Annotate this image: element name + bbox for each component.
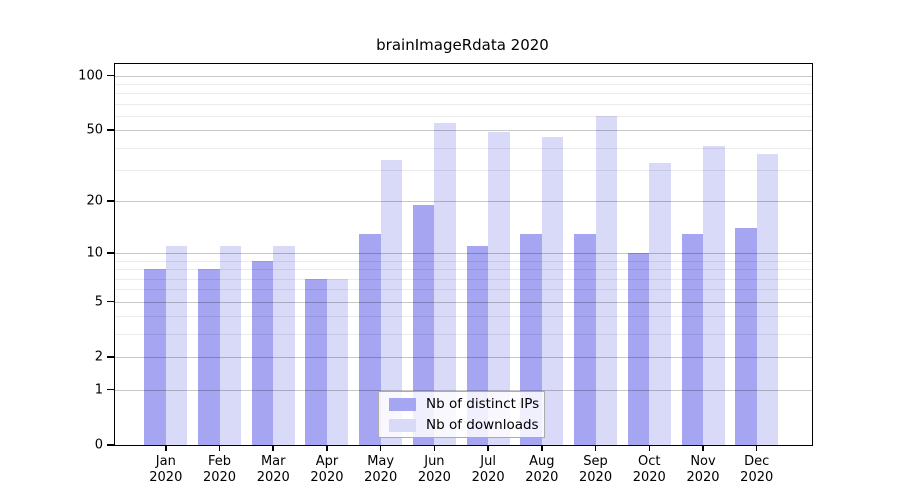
x-tick-label-dec: Dec 2020: [740, 454, 774, 485]
chart-title: brainImageRdata 2020: [376, 36, 549, 54]
bar-ips-feb: [198, 269, 220, 445]
x-tick-mark-mar: [272, 445, 274, 451]
gridline-minor-80: [115, 93, 812, 95]
legend-item-downloads: Nb of downloads: [389, 417, 539, 433]
x-tick-label-oct: Oct 2020: [632, 454, 666, 485]
y-tick-mark-2: [107, 356, 114, 358]
bar-downloads-apr: [326, 278, 349, 445]
bar-downloads-jun: [434, 122, 456, 445]
x-tick-label-feb: Feb 2020: [202, 454, 237, 485]
y-tick-mark-50: [107, 129, 114, 131]
y-tick-label-100: 100: [78, 68, 103, 83]
gridline-minor-70: [115, 103, 812, 105]
y-tick-label-20: 20: [86, 193, 103, 209]
x-tick-label-jul: Jul 2020: [471, 454, 505, 485]
x-tick-label-nov: Nov 2020: [686, 454, 720, 485]
legend-swatch-distinct-ips: [389, 397, 416, 411]
y-tick-mark-10: [107, 252, 114, 254]
bar-downloads-nov: [703, 145, 725, 445]
x-tick-mark-sep: [594, 445, 597, 451]
y-tick-mark-5: [107, 300, 114, 303]
x-tick-mark-feb: [218, 445, 221, 451]
bar-downloads-may: [380, 160, 403, 445]
x-tick-mark-jun: [433, 445, 436, 451]
legend-swatch-downloads: [389, 418, 416, 432]
x-tick-mark-nov: [702, 445, 704, 451]
bar-ips-apr: [305, 278, 327, 445]
gridline-major-50: [115, 130, 812, 132]
x-tick-mark-jan: [165, 445, 167, 451]
x-tick-mark-jul: [487, 445, 489, 451]
y-tick-label-50: 50: [86, 122, 103, 138]
bar-ips-jun: [412, 205, 435, 445]
bar-downloads-sep: [595, 115, 618, 445]
y-tick-mark-1: [107, 388, 114, 391]
y-tick-label-5: 5: [94, 294, 103, 310]
y-tick-mark-20: [107, 200, 114, 202]
legend-label-distinct-ips: Nb of distinct IPs: [426, 396, 540, 412]
x-tick-label-mar: Mar 2020: [256, 454, 290, 485]
legend-label-downloads: Nb of downloads: [426, 417, 539, 433]
bar-ips-mar: [251, 260, 274, 445]
bar-downloads-jan: [165, 246, 188, 445]
x-tick-label-may: May 2020: [364, 454, 398, 485]
bar-ips-nov: [681, 233, 703, 445]
y-tick-label-2: 2: [94, 349, 103, 365]
x-tick-label-jun: Jun 2020: [417, 454, 451, 485]
bar-ips-jan: [144, 269, 166, 445]
y-tick-label-0: 0: [94, 437, 103, 453]
bar-ips-sep: [574, 233, 596, 445]
x-tick-mark-aug: [541, 445, 543, 451]
bar-downloads-mar: [273, 246, 295, 445]
y-tick-label-1: 1: [94, 382, 103, 397]
gridline-minor-90: [115, 83, 812, 85]
bar-ips-dec: [735, 228, 757, 445]
y-tick-mark-100: [107, 74, 114, 77]
x-tick-label-apr: Apr 2020: [310, 454, 344, 485]
gridline-major-100: [115, 75, 812, 77]
x-tick-mark-oct: [648, 445, 651, 451]
x-tick-label-sep: Sep 2020: [579, 454, 613, 485]
x-tick-mark-dec: [755, 445, 758, 451]
bar-downloads-jul: [488, 131, 510, 445]
bar-ips-oct: [627, 253, 650, 445]
legend-item-distinct-ips: Nb of distinct IPs: [389, 396, 539, 412]
y-tick-label-10: 10: [86, 245, 103, 261]
x-tick-label-aug: Aug 2020: [525, 454, 559, 485]
plot-area: 0 1 2 5 10 20 50 100 Jan 2020 Feb 2020 Mar 2020 Apr 202…: [78, 63, 813, 485]
bar-downloads-aug: [541, 136, 564, 445]
legend: Nb of distinct IPs Nb of downloads: [378, 391, 545, 438]
bar-downloads-dec: [756, 153, 779, 445]
bar-downloads-oct: [649, 162, 671, 445]
bar-downloads-feb: [219, 246, 242, 445]
x-tick-mark-may: [379, 445, 382, 451]
gridline-minor-60: [115, 115, 812, 117]
x-tick-mark-apr: [326, 445, 328, 451]
y-tick-mark-0: [107, 444, 114, 446]
bar-ips-may: [359, 233, 381, 445]
x-tick-label-jan: Jan 2020: [149, 454, 183, 485]
